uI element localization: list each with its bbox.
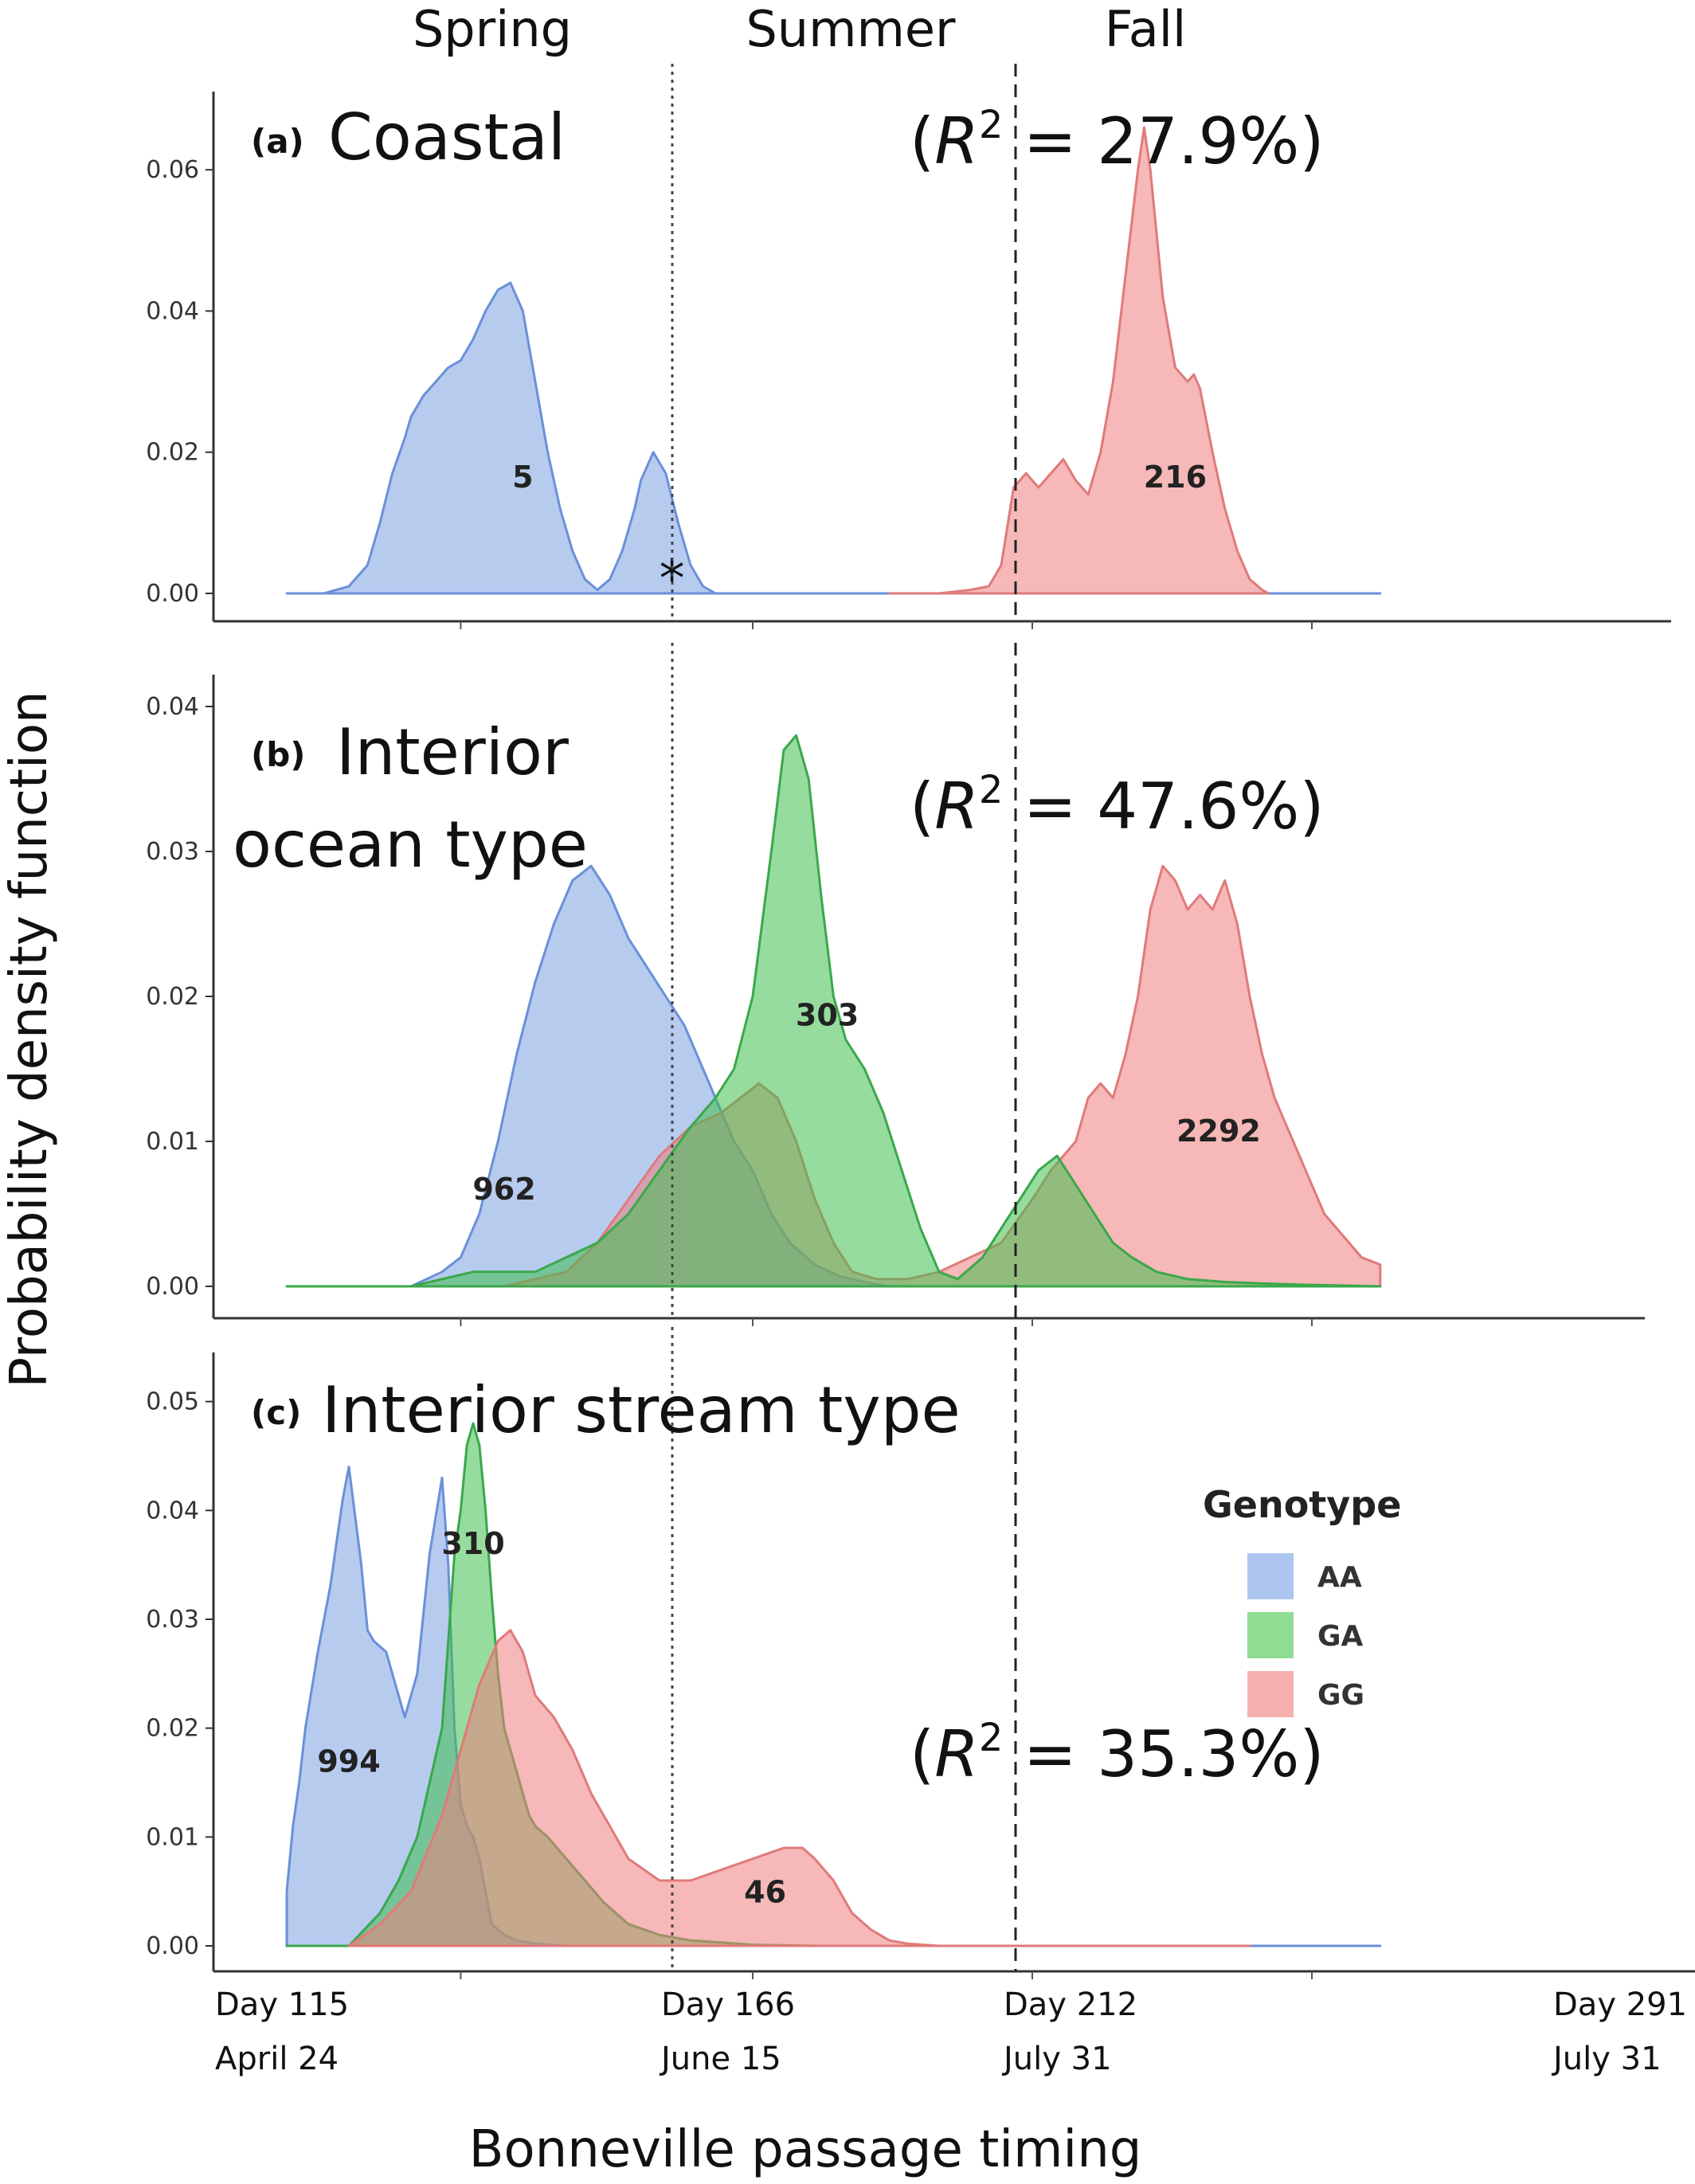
panel-title-a: Coastal bbox=[328, 100, 566, 174]
legend: Genotype AA GA GG bbox=[1203, 1483, 1401, 1717]
panel-letter-c: (c) bbox=[251, 1393, 301, 1432]
count-label-c-ga: 310 bbox=[441, 1526, 504, 1561]
count-label-c-aa: 994 bbox=[317, 1744, 380, 1779]
panel-letter-b: (b) bbox=[251, 735, 305, 774]
legend-swatch-gg bbox=[1247, 1671, 1294, 1717]
count-label-b-gg: 2292 bbox=[1176, 1114, 1261, 1149]
x-label-day-166: Day 166 bbox=[661, 1986, 795, 2023]
x-label-day-291: Day 291 bbox=[1553, 1986, 1687, 2023]
count-label-a-aa: 5 bbox=[512, 460, 533, 495]
x-axis-labels: Day 115 April 24 Day 166 June 15 Day 212 July… bbox=[215, 1986, 1687, 2077]
y-tick-label-c-1: 0.01 bbox=[146, 1823, 199, 1851]
panel-title-b: Interior bbox=[336, 715, 569, 789]
density-area-a-aa bbox=[285, 281, 1382, 595]
legend-swatch-aa bbox=[1247, 1553, 1294, 1599]
legend-label-ga: GA bbox=[1317, 1620, 1364, 1653]
y-tick-label-a-3: 0.06 bbox=[146, 156, 199, 184]
y-tick-label-b-4: 0.04 bbox=[146, 693, 199, 721]
legend-label-aa: AA bbox=[1317, 1561, 1362, 1594]
x-label-date-115: April 24 bbox=[215, 2041, 339, 2077]
legend-title: Genotype bbox=[1203, 1483, 1401, 1526]
season-label-spring: Spring bbox=[413, 0, 572, 58]
y-tick-label-c-0: 0.00 bbox=[146, 1932, 199, 1960]
r-squared-a: (R2 = 27.9%) bbox=[910, 103, 1325, 178]
panel-title-line2-b: ocean type bbox=[233, 808, 588, 882]
y-axis-title: Probability density function bbox=[0, 691, 59, 1388]
x-label-day-212: Day 212 bbox=[1004, 1986, 1137, 2023]
y-tick-label-a-2: 0.04 bbox=[146, 297, 199, 325]
y-tick-label-c-2: 0.02 bbox=[146, 1715, 199, 1743]
y-tick-label-b-2: 0.02 bbox=[146, 983, 199, 1011]
r-squared-b: (R2 = 47.6%) bbox=[910, 768, 1325, 843]
count-label-b-aa: 962 bbox=[472, 1172, 535, 1207]
panel-a: 0.000.020.040.065 216*(a) Coastal (R2 = 27.… bbox=[146, 64, 1671, 629]
y-tick-label-b-3: 0.03 bbox=[146, 838, 199, 866]
panels: 0.000.020.040.065 216*(a) Coastal (R2 = 27.… bbox=[146, 64, 1695, 1979]
panel-b: 0.00 0.01 0.02 0.03 0.04 962 303 2292 (b) Interio… bbox=[146, 643, 1645, 1326]
x-label-date-291: July 31 bbox=[1551, 2041, 1662, 2077]
y-tick-label-c-3: 0.03 bbox=[146, 1606, 199, 1634]
y-tick-label-c-4: 0.04 bbox=[146, 1497, 199, 1524]
r-squared-c: (R2 = 35.3%) bbox=[910, 1716, 1325, 1791]
x-label-date-212: July 31 bbox=[1001, 2041, 1112, 2077]
panel-letter-a: (a) bbox=[251, 122, 304, 161]
density-area-b-ga bbox=[285, 734, 1382, 1288]
panel-title-c: Interior stream type bbox=[322, 1373, 961, 1447]
y-tick-label-b-0: 0.00 bbox=[146, 1273, 199, 1301]
x-label-day-115: Day 115 bbox=[215, 1986, 349, 2023]
y-tick-label-a-0: 0.00 bbox=[146, 580, 199, 608]
x-label-date-166: June 15 bbox=[659, 2041, 781, 2077]
panel-c: 0.00 0.01 0.02 0.03 0.04 0.05 994 310 46 (c) Inter… bbox=[146, 1327, 1695, 1979]
y-tick-label-a-1: 0.02 bbox=[146, 439, 199, 467]
season-label-summer: Summer bbox=[746, 0, 956, 58]
density-area-c-gg bbox=[347, 1629, 1251, 1947]
legend-swatch-ga-fill bbox=[1247, 1612, 1294, 1658]
season-label-fall: Fall bbox=[1105, 0, 1186, 58]
density-area-a-gg bbox=[888, 126, 1270, 595]
count-label-b-ga: 303 bbox=[796, 997, 859, 1032]
x-axis-title: Bonneville passage timing bbox=[469, 2120, 1142, 2179]
legend-label-gg: GG bbox=[1317, 1679, 1364, 1712]
count-label-c-gg: 46 bbox=[744, 1874, 786, 1909]
count-label-a-gg: 216 bbox=[1144, 460, 1207, 495]
y-tick-label-b-1: 0.01 bbox=[146, 1128, 199, 1156]
y-tick-label-c-5: 0.05 bbox=[146, 1388, 199, 1416]
